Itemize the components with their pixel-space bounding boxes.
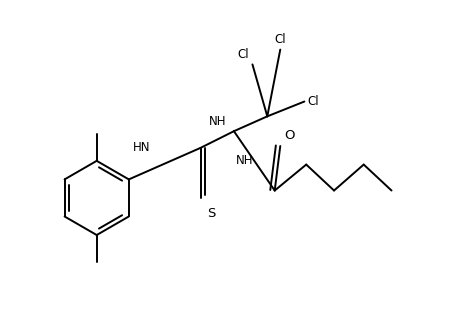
Text: Cl: Cl xyxy=(237,48,249,61)
Text: Cl: Cl xyxy=(307,95,319,108)
Text: NH: NH xyxy=(208,115,226,128)
Text: HN: HN xyxy=(132,142,150,154)
Text: S: S xyxy=(207,207,216,220)
Text: O: O xyxy=(285,129,295,142)
Text: NH: NH xyxy=(236,154,254,167)
Text: Cl: Cl xyxy=(275,33,286,46)
